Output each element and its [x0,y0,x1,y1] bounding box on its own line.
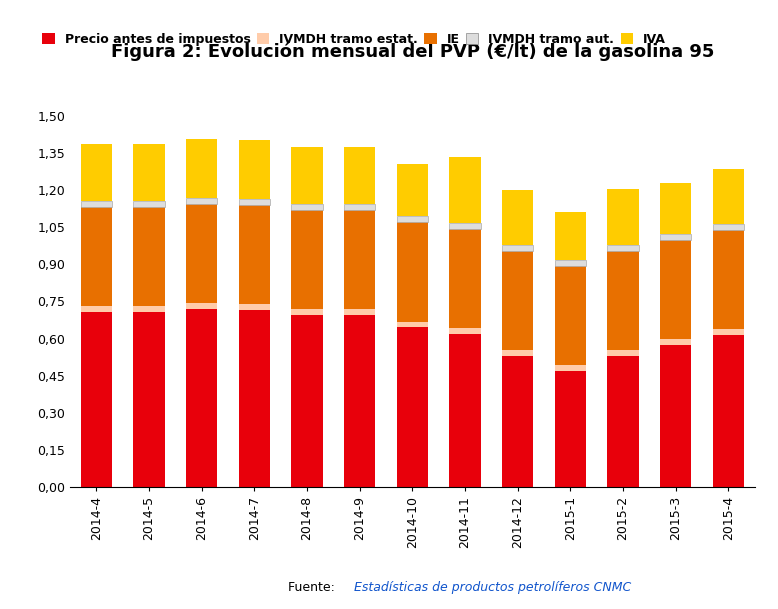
Text: Fuente:: Fuente: [288,581,338,594]
Bar [660,240,692,339]
Bar [449,230,481,328]
Bar [555,371,586,487]
Bar [502,251,534,350]
Bar [502,356,534,487]
Bar [660,183,692,234]
Bar [239,199,270,205]
Title: Figura 2: Evolución mensual del PVP (€/lt) de la gasolina 95: Figura 2: Evolución mensual del PVP (€/l… [110,43,714,62]
Bar [713,335,744,487]
Bar [660,234,692,240]
Bar [397,216,428,222]
Bar [291,315,323,487]
Bar [239,310,270,487]
Bar [607,245,639,251]
Bar [502,350,534,356]
Bar [607,350,639,356]
Bar [344,204,376,210]
Bar [555,266,586,365]
Bar [397,328,428,487]
Bar [713,224,744,230]
Bar [397,222,428,322]
Bar [133,144,165,201]
Bar [291,309,323,315]
Bar [133,207,165,306]
Bar [397,322,428,328]
Bar [660,339,692,345]
Bar [239,205,270,304]
Bar [713,230,744,329]
Bar [186,205,218,303]
Bar [291,204,323,210]
Bar [344,147,376,204]
Bar [607,356,639,487]
Bar [449,334,481,487]
Bar [397,163,428,216]
Bar [133,306,165,312]
Bar [81,306,112,312]
Bar [81,144,112,201]
Bar [344,315,376,487]
Bar [133,201,165,207]
Bar [449,223,481,230]
Bar [660,345,692,487]
Bar [344,309,376,315]
Bar [186,139,218,198]
Bar [713,169,744,224]
Bar [555,260,586,266]
Bar [555,211,586,260]
Bar [449,328,481,334]
Bar [81,312,112,487]
Bar [133,312,165,487]
Bar [607,189,639,245]
Bar [239,304,270,310]
Bar [607,251,639,350]
Bar [186,303,218,309]
Bar [449,157,481,223]
Bar [555,365,586,371]
Legend: Precio antes de impuestos, IVMDH tramo estat., IE, IVMDH tramo aut., IVA: Precio antes de impuestos, IVMDH tramo e… [42,33,666,46]
Bar [291,210,323,309]
Bar [186,198,218,205]
Bar [186,309,218,487]
Bar [81,201,112,207]
Bar [81,207,112,306]
Bar [344,210,376,309]
Bar [291,147,323,204]
Text: Estadísticas de productos petrolíferos CNMC: Estadísticas de productos petrolíferos C… [354,581,631,594]
Bar [502,190,534,245]
Bar [239,141,270,199]
Bar [713,329,744,335]
Bar [502,245,534,251]
